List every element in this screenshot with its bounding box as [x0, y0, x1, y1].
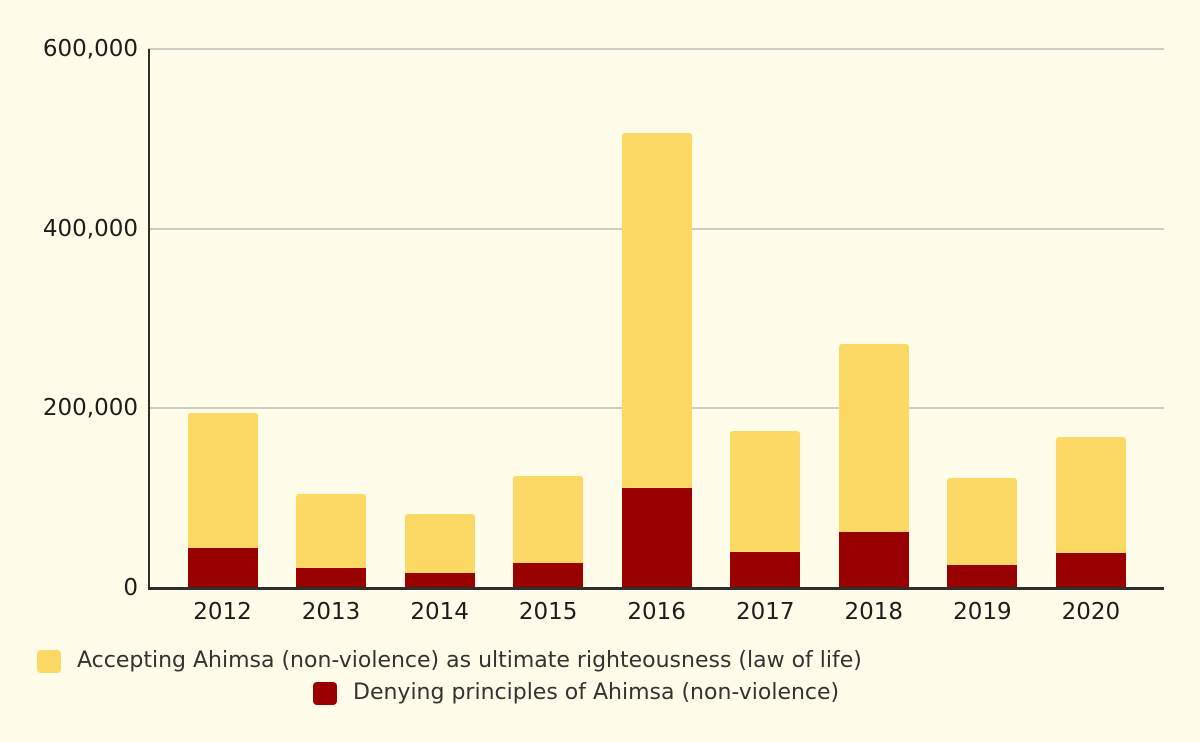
- x-tick-label-2014: 2014: [410, 599, 469, 625]
- bar-2016-denying[interactable]: [621, 488, 692, 588]
- y-tick-label: 200,000: [42, 395, 138, 422]
- legend-label-denying: Denying principles of Ahimsa (non-violen…: [353, 680, 840, 705]
- bar-2012-accepting[interactable]: [187, 412, 258, 548]
- x-axis-line: [148, 587, 1164, 590]
- legend-item-accepting: Accepting Ahimsa (non-violence) as ultim…: [37, 647, 862, 675]
- bar-2019-denying[interactable]: [947, 564, 1018, 588]
- x-tick-label-2020: 2020: [1061, 599, 1121, 625]
- bar-2016-accepting[interactable]: [621, 133, 692, 489]
- bar-2017-denying[interactable]: [730, 552, 801, 588]
- bar-2018-denying[interactable]: [838, 532, 909, 588]
- bar-2014-accepting[interactable]: [404, 514, 475, 573]
- y-tick-label: 600,000: [42, 36, 138, 62]
- gridline-600,000: [148, 48, 1164, 50]
- legend-swatch-denying-icon: [313, 681, 337, 705]
- x-tick-label-2015: 2015: [518, 599, 578, 625]
- x-tick-label-2016: 2016: [627, 599, 686, 625]
- bar-2013-denying[interactable]: [296, 568, 367, 588]
- x-tick-label-2018: 2018: [844, 599, 904, 625]
- bar-2017-accepting[interactable]: [730, 430, 801, 553]
- bar-2020-accepting[interactable]: [1055, 437, 1126, 553]
- bar-2019-accepting[interactable]: [947, 478, 1018, 565]
- bar-2015-accepting[interactable]: [513, 475, 584, 563]
- legend-item-denying: Denying principles of Ahimsa (non-violen…: [313, 679, 839, 707]
- bar-2018-accepting[interactable]: [838, 343, 909, 533]
- bar-2012-denying[interactable]: [187, 547, 258, 588]
- y-tick-label: 0: [123, 575, 138, 601]
- y-axis-line: [148, 49, 150, 590]
- bar-2015-denying[interactable]: [513, 562, 584, 588]
- x-tick-label-2012: 2012: [193, 599, 252, 625]
- legend-label-accepting: Accepting Ahimsa (non-violence) as ultim…: [77, 648, 862, 673]
- x-tick-label-2017: 2017: [735, 599, 795, 625]
- bar-2014-denying[interactable]: [404, 572, 475, 588]
- bar-2013-accepting[interactable]: [296, 493, 367, 569]
- x-tick-label-2013: 2013: [301, 599, 361, 625]
- legend-swatch-accepting-icon: [37, 649, 61, 673]
- y-tick-label: 400,000: [42, 215, 138, 242]
- bar-2020-denying[interactable]: [1055, 552, 1126, 588]
- x-tick-label-2019: 2019: [953, 599, 1012, 625]
